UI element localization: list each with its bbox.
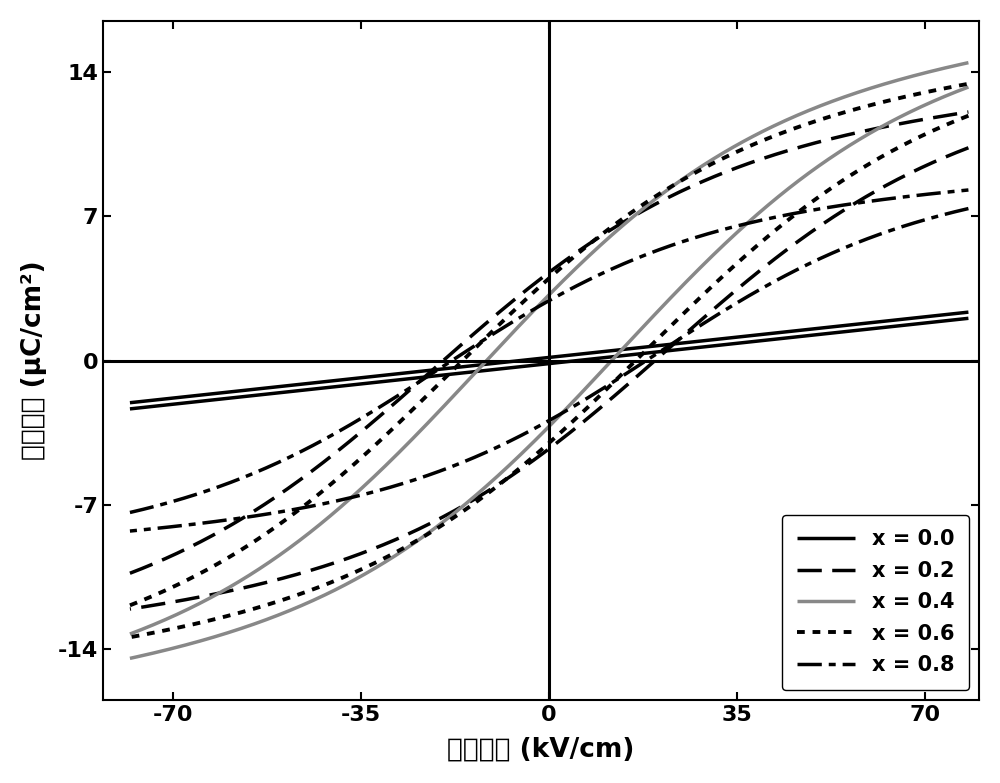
Y-axis label: 极化强度 (μC/cm²): 极化强度 (μC/cm²) [21, 261, 47, 460]
X-axis label: 电场强度 (kV/cm): 电场强度 (kV/cm) [447, 736, 635, 762]
Legend: x = 0.0, x = 0.2, x = 0.4, x = 0.6, x = 0.8: x = 0.0, x = 0.2, x = 0.4, x = 0.6, x = … [782, 514, 969, 690]
